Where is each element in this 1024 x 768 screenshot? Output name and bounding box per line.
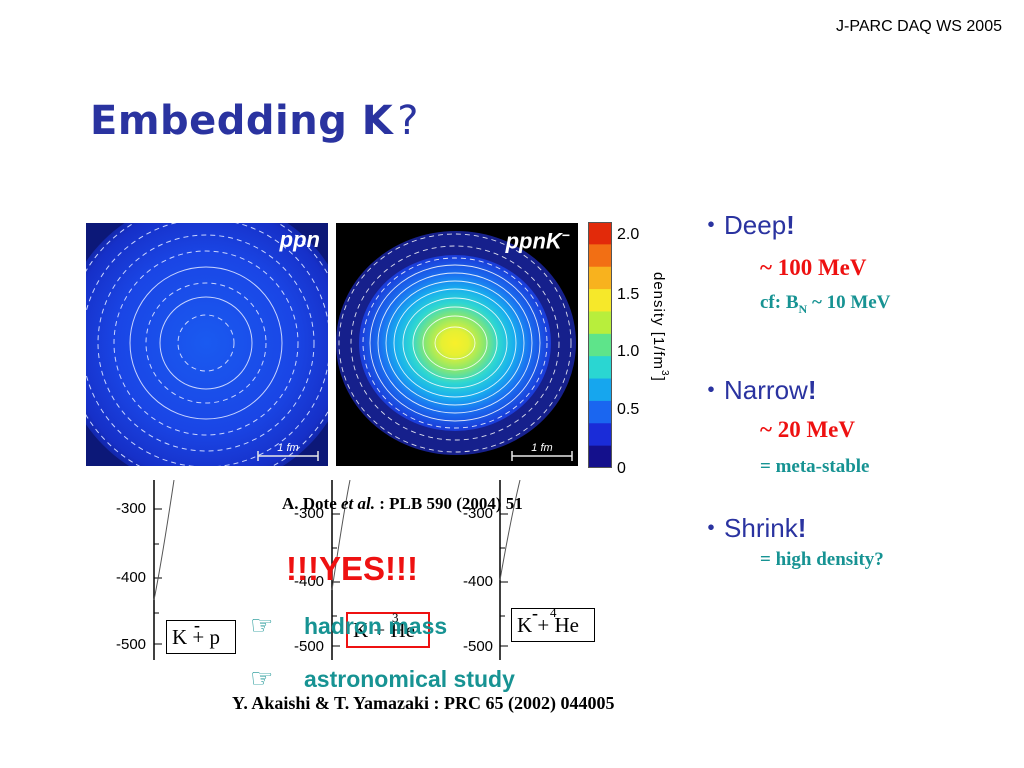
bullet-deep: ・Deep!: [698, 210, 795, 240]
density-plot-ppnk: 1 fm ppnK−: [336, 223, 578, 466]
hadron-mass-row: ☞ hadron mass: [250, 611, 447, 641]
bullet-narrow-value: ~ 20 MeV: [760, 417, 855, 442]
colorbar-segment: [588, 266, 612, 290]
colorbar-tick: 2.0: [617, 226, 640, 243]
colorbar-tick: 1.0: [617, 343, 640, 360]
plot-tick: -300: [463, 505, 494, 522]
density-plot-ppnk-graphic: 1 fm: [336, 223, 578, 466]
bullet-shrink: ・Shrink!: [698, 513, 807, 543]
label-box-k3he: K + He 3: [346, 610, 430, 648]
plot-tick: -500: [116, 636, 147, 653]
colorbar-segment: [588, 333, 612, 357]
plot-tick: -400: [463, 573, 494, 590]
astronomical-study-text: astronomical study: [304, 665, 515, 692]
bullet-narrow: ・Narrow!: [698, 375, 817, 405]
bullet-deep-value: ~ 100 MeV: [760, 255, 867, 280]
colorbar-segment: [588, 378, 612, 402]
citation-akaishi: Y. Akaishi & T. Yamazaki : PRC 65 (2002)…: [232, 693, 615, 713]
plot-tick: -300: [116, 500, 147, 517]
bullet-narrow-note: = meta-stable: [760, 456, 870, 477]
plot-tick: -400: [116, 569, 147, 586]
colorbar-segment: [588, 356, 612, 380]
colorbar-frame: [588, 222, 612, 468]
scale-label-right: 1 fm: [531, 442, 552, 454]
colorbar-segment: [588, 423, 612, 447]
header-label: J-PARC DAQ WS 2005: [836, 18, 1002, 35]
hadron-mass-text: hadron mass: [304, 612, 448, 639]
colorbar-tick: 0.5: [617, 401, 640, 418]
colorbar-segment: [588, 311, 612, 335]
colorbar-segment: [588, 400, 612, 424]
colorbar-segment: [588, 289, 612, 312]
scale-label-left: 1 fm: [277, 442, 298, 454]
label-box-kp: K + p -: [166, 615, 236, 654]
pointing-hand-icon: ☞: [250, 611, 274, 641]
title-question-mark: ?: [397, 98, 420, 144]
colorbar-tick: 0: [617, 460, 626, 477]
colorbar-segment: [588, 244, 612, 268]
bullet-shrink-note: = high density?: [760, 549, 884, 570]
plot-tick: -500: [463, 638, 494, 655]
astronomical-study-row: ☞ astronomical study: [250, 664, 515, 694]
citation-dote: A. Dote et al. : PLB 590 (2004) 51: [282, 494, 523, 513]
slide-title: Embedding K?: [90, 98, 419, 144]
yes-callout: !!!YES!!!: [286, 550, 418, 587]
colorbar-graphic: [588, 222, 612, 469]
plot-tick: -300: [294, 505, 325, 522]
title-text: Embedding K: [90, 98, 394, 144]
label-box-k4he: K + He - 4: [511, 603, 595, 642]
density-plot-ppn: 1 fm ppn: [86, 223, 328, 466]
colorbar-title: density [1/fm3]: [650, 272, 670, 382]
density-plot-ppn-graphic: 1 fm: [86, 223, 328, 466]
colorbar-segment: [588, 222, 612, 245]
panel-label-ppnk: ppnK−: [505, 227, 570, 254]
plot-tick: -400: [294, 573, 325, 590]
panel-label-ppn: ppn: [279, 227, 320, 252]
bullet-deep-cf: cf: BN ~ 10 MeV: [760, 292, 891, 316]
energy-plots: [153, 480, 521, 660]
density-colorbar: [588, 222, 612, 469]
colorbar-segment: [588, 445, 612, 469]
colorbar-tick: 1.5: [617, 286, 640, 303]
pointing-hand-icon: ☞: [250, 664, 274, 694]
plot-tick: -500: [294, 638, 325, 655]
